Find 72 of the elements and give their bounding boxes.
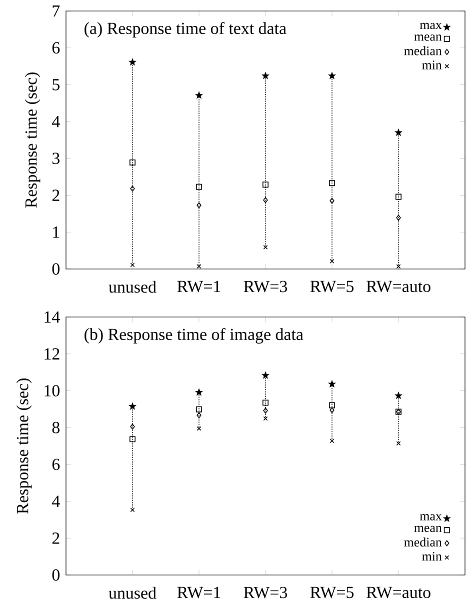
y-tick-label: 4 xyxy=(52,496,60,507)
legend-label: median xyxy=(404,46,442,56)
point xyxy=(196,184,202,190)
y-tick-label: 1 xyxy=(53,226,60,238)
point xyxy=(130,262,135,268)
point xyxy=(262,372,269,378)
point xyxy=(395,129,402,136)
x-tick-label: unused xyxy=(108,586,156,599)
point xyxy=(129,402,136,410)
text: (a) Response time of text data xyxy=(84,22,286,38)
x-tick-label: RW=5 xyxy=(310,586,354,598)
point xyxy=(196,426,202,431)
point xyxy=(263,416,268,421)
point xyxy=(263,245,268,250)
y-tick-label: 10 xyxy=(44,384,60,396)
y-tick-label: 8 xyxy=(52,422,60,434)
y-tick-label: 3 xyxy=(52,152,60,164)
y-tick-label: 6 xyxy=(52,458,60,470)
y-tick-label: 14 xyxy=(44,311,60,323)
point xyxy=(129,58,136,66)
point xyxy=(196,388,202,396)
point xyxy=(196,264,202,269)
x-tick-label: RW=1 xyxy=(177,280,220,292)
y-tick-label: 0 xyxy=(52,263,60,275)
point xyxy=(396,264,401,269)
y-tick-label: 2 xyxy=(52,532,60,544)
x-tick-label: RW=3 xyxy=(244,280,288,292)
x-tick-label: RW=auto xyxy=(366,280,430,292)
legend-label: median xyxy=(404,537,442,547)
legend-label: mean xyxy=(414,34,442,41)
x-tick-label: RW=3 xyxy=(244,586,288,598)
point xyxy=(396,214,401,221)
y-tick-label: 2 xyxy=(52,190,60,201)
point xyxy=(263,408,268,414)
legend-label: min xyxy=(422,60,442,70)
point xyxy=(262,182,268,188)
point xyxy=(328,380,336,387)
x-tick-label: RW=auto xyxy=(366,586,430,598)
x-tick-label: RW=5 xyxy=(310,280,354,292)
point xyxy=(130,436,136,442)
text: (b) Response time of image data xyxy=(84,328,304,344)
point xyxy=(396,194,402,200)
y-axis-title: Response time (sec) xyxy=(24,72,40,208)
legend-label: max xyxy=(420,22,442,30)
y-tick-label: 5 xyxy=(52,79,60,90)
point xyxy=(396,441,401,446)
y-tick-label: 12 xyxy=(44,348,60,360)
point xyxy=(262,72,269,79)
point xyxy=(130,159,136,166)
y-tick-label: 6 xyxy=(52,42,60,54)
point xyxy=(196,92,202,98)
point xyxy=(329,180,335,186)
y-tick-label: 4 xyxy=(52,116,60,128)
point xyxy=(328,72,336,79)
y-tick-label: 7 xyxy=(52,5,60,17)
y-tick-label: 0 xyxy=(52,569,60,581)
x-tick-label: RW=1 xyxy=(177,586,220,598)
point xyxy=(330,259,334,264)
point xyxy=(330,438,334,444)
point xyxy=(130,424,135,430)
legend-label: max xyxy=(420,514,442,520)
legend-label: min xyxy=(422,552,442,561)
y-axis-title: Response time (sec) xyxy=(16,378,32,514)
point xyxy=(262,400,268,406)
point xyxy=(130,186,135,192)
point xyxy=(196,202,202,208)
x-tick-label: unused xyxy=(108,280,156,293)
point xyxy=(395,392,402,399)
point xyxy=(263,197,268,204)
point xyxy=(330,198,334,204)
point xyxy=(130,508,135,512)
legend-label: mean xyxy=(414,526,442,532)
